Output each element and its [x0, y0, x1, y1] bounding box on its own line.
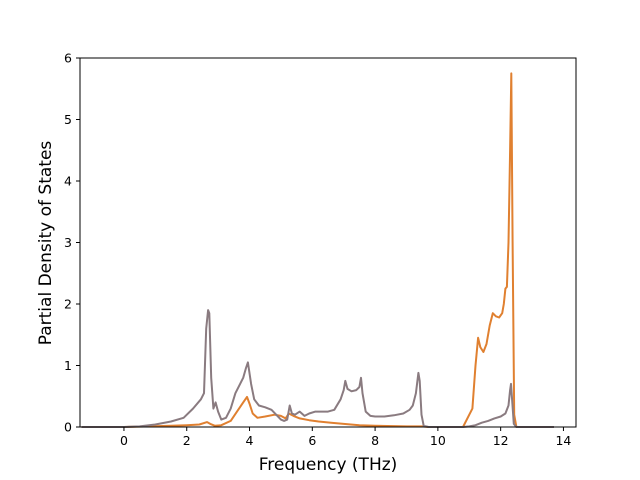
y-axis: 0 1 2 3 4 5 6: [64, 51, 80, 435]
x-tick-label: 0: [120, 433, 128, 448]
y-tick-label: 5: [64, 112, 72, 127]
y-tick-label: 1: [64, 358, 72, 373]
y-tick-label: 3: [64, 235, 72, 250]
x-tick-label: 14: [555, 433, 571, 448]
y-tick-label: 0: [64, 420, 72, 435]
y-axis-label: Partial Density of States: [36, 141, 56, 346]
x-axis-label: Frequency (THz): [259, 455, 398, 475]
y-tick-label: 6: [64, 51, 72, 66]
x-tick-label: 12: [493, 433, 509, 448]
x-tick-label: 4: [246, 433, 254, 448]
x-tick-label: 2: [183, 433, 191, 448]
x-tick-label: 6: [308, 433, 316, 448]
series-line-1: [81, 72, 554, 428]
x-tick-label: 10: [430, 433, 446, 448]
y-tick-label: 4: [64, 174, 72, 189]
x-axis: 0 2 4 6 8 10 12 14: [120, 427, 571, 448]
y-tick-label: 2: [64, 297, 72, 312]
x-tick-label: 8: [371, 433, 379, 448]
